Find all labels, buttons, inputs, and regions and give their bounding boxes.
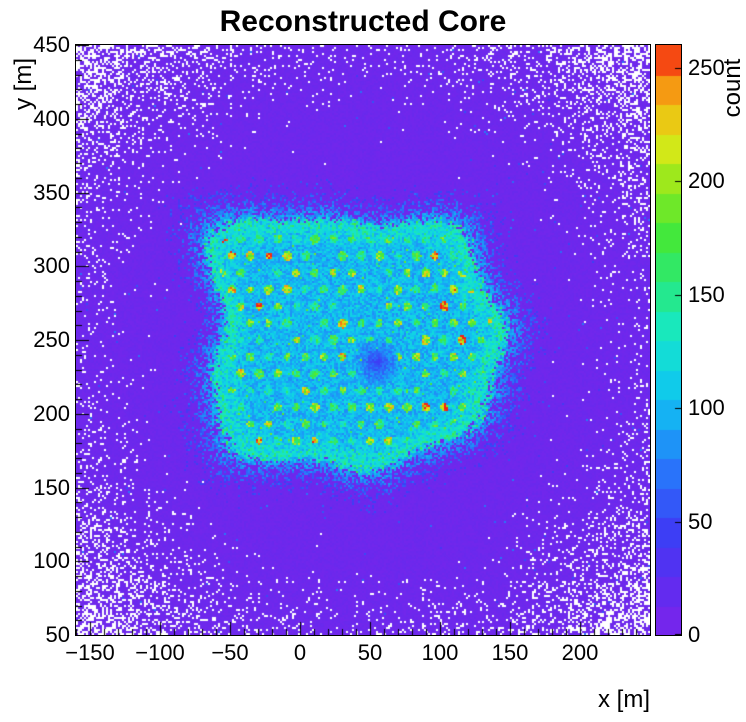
y-tick-label: 300	[33, 253, 70, 279]
x-tick-label: 0	[293, 640, 307, 665]
colorbar-tick-label: 50	[688, 508, 713, 534]
colorbar-title: count	[719, 58, 746, 118]
x-tick-label: 200	[561, 640, 599, 665]
y-tick-label: 400	[33, 105, 70, 131]
y-tick-label: 50	[45, 622, 70, 647]
x-tick-label: 100	[421, 640, 459, 665]
y-tick-label: 200	[33, 400, 70, 426]
colorbar	[655, 44, 682, 636]
colorbar-tick-label: 0	[688, 622, 701, 647]
y-axis-title: y [m]	[10, 58, 37, 110]
plot-frame	[75, 44, 651, 636]
colorbar-tick-label: 250	[688, 54, 725, 80]
x-tick-label: −150	[65, 640, 115, 665]
y-tick-label: 150	[33, 474, 70, 500]
x-tick-label: 50	[357, 640, 383, 665]
y-tick-label: 350	[33, 179, 70, 205]
colorbar-canvas	[656, 45, 681, 635]
heatmap-canvas	[76, 45, 650, 635]
plot-title: Reconstructed Core	[219, 5, 507, 38]
colorbar-tick-label: 100	[688, 395, 725, 421]
x-tick-label: −100	[135, 640, 185, 665]
y-tick-label: 450	[33, 32, 70, 57]
colorbar-tick-label: 150	[688, 281, 725, 307]
x-axis-title: x [m]	[598, 686, 650, 713]
y-tick-label: 250	[33, 327, 70, 352]
colorbar-tick-label: 200	[688, 168, 725, 194]
x-tick-label: −50	[211, 640, 249, 665]
x-tick-label: 150	[491, 640, 529, 665]
y-tick-label: 100	[33, 548, 70, 574]
